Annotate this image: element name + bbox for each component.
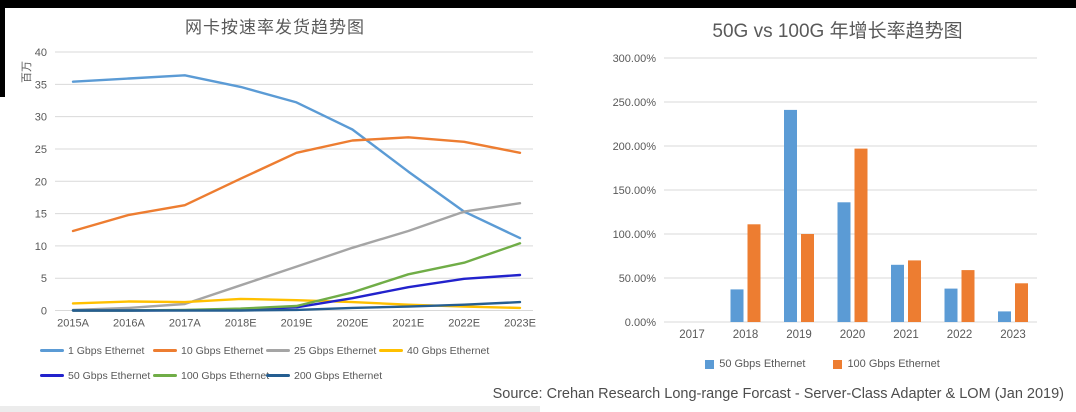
legend-line-swatch: [40, 349, 64, 352]
x-tick-label: 2017A: [169, 318, 201, 330]
y-tick-label: 100.00%: [613, 229, 657, 241]
y-tick-label: 200.00%: [613, 141, 657, 153]
legend-line-swatch: [153, 349, 177, 352]
y-tick-label: 0.00%: [625, 317, 656, 329]
bar-50-gbps-ethernet-2021: [891, 264, 904, 322]
legend-square-swatch: [705, 359, 715, 369]
series-line-1-gbps-ethernet: [71, 74, 522, 240]
series-line-25-gbps-ethernet: [71, 201, 522, 312]
bar-50-gbps-ethernet-2023: [998, 311, 1011, 322]
x-tick-label: 2017: [679, 329, 705, 341]
legend-line-swatch: [266, 349, 290, 352]
legend-item-10-gbps-ethernet: 10 Gbps Ethernet: [153, 338, 266, 363]
x-tick-label: 2021: [893, 329, 919, 341]
y-tick-label: 35: [35, 79, 47, 91]
bar-50-gbps-ethernet-2022: [944, 288, 958, 322]
top-black-bar: [0, 0, 1076, 8]
bar-chart-plot: 0.00% 50.00% 100.00% 150.00% 200.00% 250.00% 3…: [613, 53, 1037, 341]
bar-100-gbps-ethernet-2018: [747, 224, 761, 322]
legend-line-swatch: [379, 349, 403, 352]
y-tick-label: 40: [35, 47, 47, 59]
legend-label: 100 Gbps Ethernet: [181, 369, 270, 382]
source-note: Source: Crehan Research Long-range Forca…: [492, 386, 1064, 402]
bar-100-gbps-ethernet-2021: [908, 260, 921, 322]
y-tick-label: 10: [35, 241, 47, 253]
bar-chart-title: 50G vs 100G 年增长率趋势图: [712, 21, 963, 42]
legend-item-40-gbps-ethernet: 40 Gbps Ethernet: [379, 338, 492, 363]
y-tick-label: 5: [41, 273, 47, 285]
legend-item-50-gbps-ethernet: 50 Gbps Ethernet: [40, 363, 153, 388]
y-tick-label: 50.00%: [619, 273, 657, 285]
y-tick-label: 25: [35, 144, 47, 156]
legend-line-swatch: [40, 374, 64, 377]
legend-label: 100 Gbps Ethernet: [847, 358, 940, 370]
x-tick-label: 2023E: [504, 318, 536, 330]
legend-line-swatch: [153, 374, 177, 377]
bottom-gray-strip: [0, 406, 540, 412]
legend-label: 1 Gbps Ethernet: [68, 344, 145, 357]
legend-item-25-gbps-ethernet: 25 Gbps Ethernet: [266, 338, 379, 363]
y-tick-label: 0: [41, 306, 47, 318]
legend-item-1-gbps-ethernet: 1 Gbps Ethernet: [40, 338, 153, 363]
legend-label: 40 Gbps Ethernet: [407, 344, 490, 357]
legend-line-swatch: [266, 374, 290, 377]
series-line-200-gbps-ethernet: [71, 300, 522, 312]
x-tick-label: 2022: [947, 329, 973, 341]
legend-square-swatch: [833, 359, 843, 369]
legend-item-200-gbps-ethernet: 200 Gbps Ethernet: [266, 363, 383, 388]
left-black-strip: [0, 0, 5, 97]
legend-item-100-gbps-ethernet: 100 Gbps Ethernet: [833, 358, 940, 370]
bar-100-gbps-ethernet-2023: [1015, 283, 1028, 322]
legend-label: 50 Gbps Ethernet: [719, 358, 806, 370]
x-tick-label: 2020: [840, 329, 866, 341]
x-tick-label: 2018: [733, 329, 759, 341]
x-tick-label: 2023: [1000, 329, 1026, 341]
y-tick-label: 250.00%: [613, 97, 657, 109]
y-tick-label: 300.00%: [613, 53, 657, 65]
bar-50-gbps-ethernet-2019: [784, 109, 797, 323]
y-axis-unit-label: 百万: [21, 61, 33, 83]
x-tick-label: 2022E: [448, 318, 480, 330]
y-tick-label: 150.00%: [613, 185, 657, 197]
x-tick-label: 2020E: [336, 318, 368, 330]
legend-label: 50 Gbps Ethernet: [68, 369, 151, 382]
bar-50-gbps-ethernet-2018: [730, 289, 744, 322]
bar-100-gbps-ethernet-2020: [854, 148, 868, 322]
bar-100-gbps-ethernet-2019: [801, 234, 814, 322]
y-tick-label: 15: [35, 209, 47, 221]
legend-item-50-gbps-ethernet: 50 Gbps Ethernet: [705, 358, 805, 370]
series-line-10-gbps-ethernet: [71, 136, 522, 233]
x-tick-label: 2015A: [57, 318, 89, 330]
legend-label: 200 Gbps Ethernet: [294, 369, 383, 382]
x-tick-label: 2016A: [113, 318, 145, 330]
y-tick-label: 20: [35, 176, 47, 188]
line-chart-title: 网卡按速率发货趋势图: [185, 18, 365, 37]
legend-label: 10 Gbps Ethernet: [181, 344, 264, 357]
bar-chart-legend: 50 Gbps Ethernet 100 Gbps Ethernet: [600, 358, 1045, 370]
x-tick-label: 2021E: [392, 318, 424, 330]
x-tick-label: 2018E: [225, 318, 257, 330]
legend-label: 25 Gbps Ethernet: [294, 344, 377, 357]
x-tick-label: 2019E: [281, 318, 313, 330]
x-tick-label: 2019: [786, 329, 812, 341]
bar-50-gbps-ethernet-2020: [837, 202, 851, 322]
y-tick-label: 30: [35, 112, 47, 124]
line-chart-legend: 1 Gbps Ethernet 10 Gbps Ethernet 25 Gbps E…: [40, 338, 510, 388]
bar-100-gbps-ethernet-2022: [961, 270, 975, 322]
legend-item-100-gbps-ethernet: 100 Gbps Ethernet: [153, 363, 270, 388]
